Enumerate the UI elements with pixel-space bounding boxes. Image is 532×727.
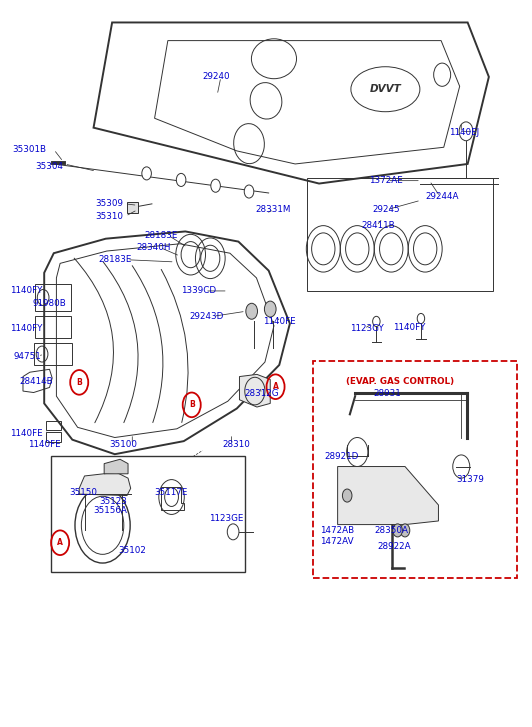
Text: 1140FY: 1140FY <box>10 286 43 295</box>
Text: 1472AB: 1472AB <box>320 526 354 535</box>
Text: 1339CD: 1339CD <box>181 286 216 295</box>
Text: 28183E: 28183E <box>99 255 132 264</box>
Text: 35309: 35309 <box>95 199 123 209</box>
Text: 28331M: 28331M <box>255 205 291 214</box>
Text: 35102: 35102 <box>119 546 146 555</box>
Circle shape <box>264 301 276 317</box>
Text: 29243D: 29243D <box>189 312 223 321</box>
Bar <box>46 421 61 430</box>
Text: 28312G: 28312G <box>245 390 279 398</box>
Text: B: B <box>77 378 82 387</box>
Circle shape <box>244 185 254 198</box>
Text: DVVT: DVVT <box>370 84 401 95</box>
Text: 28411B: 28411B <box>362 221 395 230</box>
Bar <box>127 202 138 212</box>
Text: 31379: 31379 <box>456 475 484 484</box>
Bar <box>46 433 61 442</box>
Text: 35100: 35100 <box>110 441 137 449</box>
Circle shape <box>393 524 402 537</box>
Bar <box>35 284 71 311</box>
Text: 35123: 35123 <box>99 497 127 506</box>
Text: 29245: 29245 <box>372 205 400 214</box>
Text: 28340H: 28340H <box>136 243 170 252</box>
Polygon shape <box>338 467 438 525</box>
Polygon shape <box>104 459 128 474</box>
Circle shape <box>400 524 410 537</box>
Bar <box>313 361 517 577</box>
Text: 29244A: 29244A <box>425 192 459 201</box>
Polygon shape <box>79 473 131 496</box>
Text: 91980B: 91980B <box>32 300 66 308</box>
Text: 28310: 28310 <box>222 441 251 449</box>
Text: 1123GY: 1123GY <box>350 324 384 333</box>
Circle shape <box>211 179 220 192</box>
Bar <box>34 343 72 365</box>
Text: 29240: 29240 <box>202 73 230 81</box>
Bar <box>307 178 493 291</box>
Bar <box>51 456 245 571</box>
Text: 1140EJ: 1140EJ <box>449 128 479 137</box>
Text: 1140FY: 1140FY <box>393 323 426 332</box>
Text: 1140FE: 1140FE <box>263 317 296 326</box>
Text: 94751: 94751 <box>14 352 41 361</box>
Text: (EVAP. GAS CONTROL): (EVAP. GAS CONTROL) <box>346 377 454 386</box>
Polygon shape <box>94 23 489 183</box>
Text: 1372AE: 1372AE <box>369 176 403 185</box>
Bar <box>35 316 71 338</box>
Text: 1123GE: 1123GE <box>209 513 243 523</box>
Polygon shape <box>44 231 290 454</box>
Text: 35304: 35304 <box>35 161 63 171</box>
Text: 1140FE: 1140FE <box>28 441 61 449</box>
Text: 35310: 35310 <box>95 212 123 221</box>
Text: 28921D: 28921D <box>325 452 359 461</box>
Text: 35150: 35150 <box>70 488 98 497</box>
Circle shape <box>246 303 257 319</box>
Circle shape <box>417 313 425 324</box>
Circle shape <box>142 167 152 180</box>
Text: 28183E: 28183E <box>144 230 177 240</box>
Text: B: B <box>189 401 195 409</box>
Text: 1140FE: 1140FE <box>10 430 43 438</box>
Circle shape <box>176 174 186 186</box>
Text: 28922A: 28922A <box>377 542 411 551</box>
Text: 28931: 28931 <box>373 390 401 398</box>
Text: 1472AV: 1472AV <box>320 537 354 546</box>
Text: 28414B: 28414B <box>19 377 53 386</box>
Text: 35301B: 35301B <box>12 145 46 154</box>
Polygon shape <box>239 374 270 407</box>
Text: 35156A: 35156A <box>94 506 128 515</box>
Text: 28350A: 28350A <box>375 526 409 535</box>
Text: A: A <box>272 382 278 391</box>
Text: 1140FY: 1140FY <box>10 324 43 333</box>
Text: 35117E: 35117E <box>155 488 188 497</box>
Circle shape <box>343 489 352 502</box>
Circle shape <box>372 316 380 326</box>
Text: A: A <box>57 538 63 547</box>
